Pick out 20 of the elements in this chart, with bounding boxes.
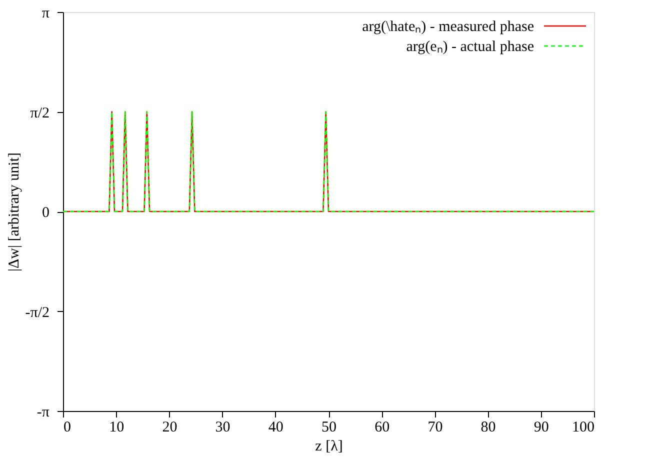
x-tick-label: 50 [322,420,336,436]
x-tick-label: 20 [162,420,178,436]
x-tick-label: 100 [572,420,594,436]
x-tick-label: 40 [268,420,284,436]
y-axis-title: |Δw| [arbitrary unit] [6,152,22,272]
y-tick-label: π/2 [30,105,50,122]
y-tick-label: 0 [42,205,50,221]
x-tick-label: 70 [428,420,443,436]
x-axis-title: z [λ] [315,438,343,454]
legend-label: arg(\hateₙ) - measured phase [362,19,534,35]
x-tick-label: 0 [64,420,71,436]
legend-label: arg(eₙ) - actual phase [406,39,534,55]
x-tick-label: 30 [215,420,230,436]
y-tick-label: -π/2 [25,304,50,321]
x-tick-label: 10 [109,420,124,436]
y-tick-label: -π [36,404,50,420]
x-tick-label: 60 [374,420,390,436]
x-tick-label: 80 [480,420,496,436]
y-tick-label: π [42,6,50,22]
x-tick-label: 90 [534,420,549,436]
